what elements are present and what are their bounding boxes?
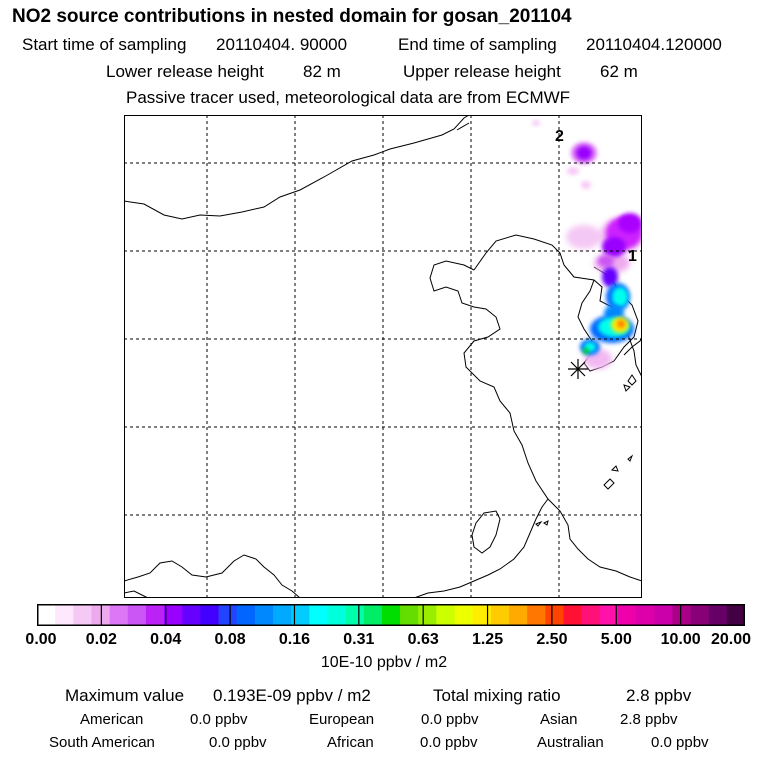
colorbar-segment: [127, 604, 147, 626]
colorbar-segment: [400, 604, 419, 626]
colorbar-segment: [527, 604, 546, 626]
colorbar-segment: [472, 604, 492, 626]
colorbar-segment: [327, 604, 347, 626]
lat-lon-grid: [124, 115, 642, 598]
map-panel: 2 1: [124, 115, 642, 598]
colorbar-segment: [309, 604, 328, 626]
lower-height-value: 82 m: [303, 62, 341, 81]
region-name: Australian: [537, 734, 604, 751]
colorbar-segment: [690, 604, 710, 626]
colorbar-segment: [454, 604, 474, 626]
colorbar-tick-label: 1.25: [471, 631, 504, 648]
colorbar-segment: [218, 604, 238, 626]
colorbar-tick-label: 0.08: [214, 631, 246, 648]
colorbar-tick-label: 0.00: [25, 631, 57, 648]
region-name: Asian: [540, 711, 578, 728]
colorbar-segment: [617, 604, 637, 626]
colorbar-segment: [599, 604, 619, 626]
colorbar-tick-label: 10.00: [660, 631, 701, 648]
region-value: 0.0 ppbv: [651, 734, 709, 751]
colorbar-segment: [182, 604, 201, 626]
region-value: 0.0 ppbv: [209, 734, 267, 751]
colorbar-segment: [145, 604, 165, 626]
colorbar-segment: [418, 604, 437, 626]
colorbar-segment: [109, 604, 129, 626]
upper-height-label: Upper release height: [403, 62, 561, 81]
colorbar-frame: [37, 604, 745, 626]
total-mixing-value: 2.8 ppbv: [626, 686, 692, 705]
lower-height-label: Lower release height: [106, 62, 264, 81]
total-mixing-label: Total mixing ratio: [433, 686, 561, 705]
annotation-label-1: 1: [628, 248, 637, 265]
colorbar-segment: [73, 604, 92, 626]
region-value: 0.0 ppbv: [190, 711, 248, 728]
colorbar-segment: [654, 604, 673, 626]
region-value: 0.0 ppbv: [420, 734, 478, 751]
colorbar-segment: [254, 604, 274, 626]
colorbar-segment: [236, 604, 256, 626]
region-name: African: [327, 734, 374, 751]
asterisk-icon: [568, 359, 588, 379]
max-value-label: Maximum value: [65, 686, 185, 705]
region-name: South American: [49, 734, 155, 751]
tracer-note: Passive tracer used, meteorological data…: [126, 88, 571, 107]
colorbar-tick-label: 0.16: [278, 631, 311, 648]
region-name: American: [80, 711, 144, 728]
page-title: NO2 source contributions in nested domai…: [12, 6, 572, 27]
region-name: European: [309, 711, 375, 728]
colorbar-tick-label: 0.31: [343, 631, 375, 648]
colorbar-segment: [708, 604, 728, 626]
colorbar-tick-label: 0.04: [150, 631, 182, 648]
colorbar-segment: [273, 604, 292, 626]
colorbar-segment: [726, 604, 745, 626]
colorbar-segment: [200, 604, 220, 626]
map-frame: [124, 115, 642, 598]
colorbar-segment: [672, 604, 692, 626]
colorbar-segment: [55, 604, 74, 626]
end-time-value: 20110404.120000: [586, 35, 722, 54]
colorbar-segment: [291, 604, 310, 626]
colorbar: [37, 604, 745, 626]
colorbar-segment: [509, 604, 528, 626]
colorbar-segment: [363, 604, 383, 626]
colorbar-tick-label: 5.00: [600, 631, 632, 648]
colorbar-segment: [563, 604, 583, 626]
upper-height-value: 62 m: [600, 62, 638, 81]
colorbar-segment: [345, 604, 365, 626]
colorbar-units: 10E-10 ppbv / m2: [320, 654, 448, 671]
max-value: 0.193E-09 ppbv / m2: [213, 686, 371, 705]
colorbar-segment: [545, 604, 564, 626]
colorbar-tick-label: 2.50: [536, 631, 568, 648]
colorbar-tick-label: 0.63: [407, 631, 439, 648]
end-time-label: End time of sampling: [398, 35, 557, 54]
colorbar-segment: [581, 604, 601, 626]
colorbar-segment: [164, 604, 183, 626]
colorbar-segment: [436, 604, 456, 626]
annotation-label-2: 2: [555, 128, 564, 145]
colorbar-segment: [381, 604, 401, 626]
region-value: 0.0 ppbv: [421, 711, 479, 728]
colorbar-segment: [37, 604, 56, 626]
region-value: 2.8 ppbv: [620, 711, 678, 728]
no2-plume: [532, 120, 642, 369]
colorbar-tick-label: 0.02: [85, 631, 117, 648]
start-time-value: 20110404. 90000: [216, 35, 348, 54]
start-time-label: Start time of sampling: [22, 35, 187, 54]
coastlines: [124, 115, 642, 598]
colorbar-segment: [490, 604, 510, 626]
colorbar-segment: [636, 604, 655, 626]
colorbar-tick-label: 20.00: [710, 631, 752, 648]
